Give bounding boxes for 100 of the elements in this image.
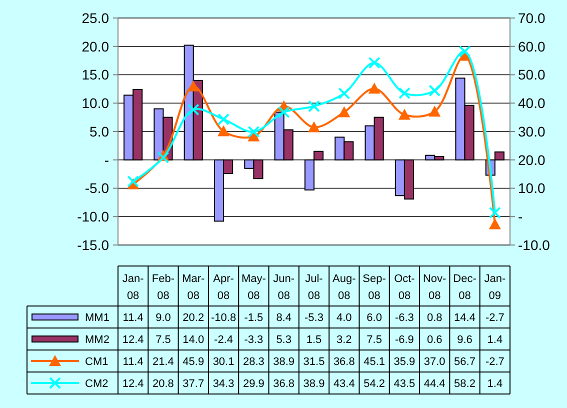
data-label: 43.4 [333, 378, 355, 390]
legend-label: MM1 [85, 312, 110, 324]
point [187, 104, 200, 116]
point [368, 56, 380, 69]
data-label: 14.0 [182, 334, 204, 346]
x-tick-label: Feb-08 [152, 273, 175, 302]
data-label: 30.1 [212, 356, 234, 368]
data-label: 12.4 [122, 334, 144, 346]
y-tick-label: 5.0 [90, 123, 110, 140]
point [428, 84, 441, 97]
data-label: 44.4 [424, 378, 446, 390]
point [428, 106, 441, 117]
y2-tick-label: -10.0 [518, 236, 550, 253]
data-label: 6.0 [366, 312, 382, 324]
point [308, 121, 320, 132]
point [248, 126, 260, 138]
data-label: 37.7 [182, 378, 204, 390]
data-label: 31.5 [303, 356, 325, 368]
point [308, 100, 320, 112]
y2-tick-label: 60.0 [518, 38, 546, 54]
x-tick-label: Jan-08 [122, 273, 144, 302]
data-label: 36.8 [273, 378, 295, 390]
point [338, 87, 350, 100]
data-label: 29.9 [242, 378, 264, 390]
data-label: 14.4 [454, 312, 476, 324]
y2-tick-label: 10.0 [518, 180, 546, 196]
x-tick-label: Dec-08 [453, 273, 477, 302]
data-label: 58.2 [454, 378, 476, 390]
data-label: 38.9 [303, 378, 325, 390]
data-label: 36.8 [333, 356, 355, 368]
point [127, 175, 140, 188]
x-tick-label: Jun-08 [273, 273, 295, 302]
data-label: 34.3 [212, 378, 234, 390]
point [218, 125, 230, 136]
data-label: 9.0 [156, 312, 171, 324]
x-tick-label: Apr-08 [213, 273, 234, 302]
legend-label: CM2 [85, 378, 108, 390]
data-label: 3.2 [336, 334, 352, 346]
y-tick-label: 10.0 [82, 95, 110, 112]
data-label: 28.3 [242, 356, 264, 368]
data-label: 8.4 [276, 312, 292, 324]
data-label: 1.4 [487, 378, 503, 390]
data-label: 20.2 [182, 312, 204, 324]
x-tick-label: Oct-08 [394, 273, 416, 302]
x-tick-label: Jan-09 [484, 273, 506, 302]
data-label: 35.9 [394, 356, 416, 368]
data-label: -1.5 [244, 312, 264, 324]
data-label: 5.3 [276, 334, 292, 346]
data-label: -5.3 [304, 312, 324, 324]
point [218, 113, 230, 126]
x-tick-label: Sep-08 [362, 273, 386, 302]
data-label: 4.0 [336, 312, 352, 324]
y2-tick-label: - [518, 208, 523, 225]
data-label: 0.8 [426, 312, 442, 324]
legend-label: CM1 [85, 356, 108, 368]
data-label: 11.4 [122, 312, 144, 324]
point [398, 108, 410, 120]
point [187, 80, 200, 92]
data-label: 37.0 [424, 356, 446, 368]
y-tick-label: - [104, 152, 110, 168]
data-label: 38.9 [273, 356, 295, 368]
legend-label: MM2 [85, 334, 110, 346]
data-label: 9.6 [457, 334, 472, 346]
y-tick-label: -5.0 [84, 180, 110, 196]
data-label: 45.9 [182, 356, 204, 368]
y-tick-label: 25.0 [82, 10, 110, 26]
data-label: 1.5 [306, 334, 322, 346]
data-label: 43.5 [394, 378, 416, 390]
x-tick-label: Jul-08 [305, 273, 324, 302]
point [398, 87, 410, 100]
x-tick-label: Mar-08 [182, 273, 206, 302]
point [458, 45, 471, 58]
point [278, 106, 290, 118]
data-label: 12.4 [122, 378, 144, 390]
y2-tick-label: 30.0 [518, 123, 546, 140]
data-label: 7.5 [156, 334, 171, 346]
data-label: -2.4 [214, 334, 234, 346]
y2-tick-label: 70.0 [518, 10, 546, 26]
data-label: 45.1 [364, 356, 386, 368]
data-label: 56.7 [454, 356, 476, 368]
data-label: 0.6 [426, 334, 442, 346]
point [157, 152, 170, 164]
y2-tick-label: 50.0 [518, 66, 546, 83]
y-tick-label: -15.0 [77, 236, 110, 253]
data-label: -10.8 [211, 312, 236, 324]
data-label: -6.3 [394, 312, 414, 324]
x-tick-label: May-08 [241, 273, 266, 302]
point [338, 106, 350, 118]
data-label: -3.3 [244, 334, 264, 346]
data-label: 54.2 [364, 378, 386, 390]
data-label: 21.4 [152, 356, 174, 368]
x-tick-label: Aug-08 [332, 273, 356, 302]
data-label: -6.9 [394, 334, 414, 346]
y-tick-label: 20.0 [82, 38, 110, 54]
data-label: 7.5 [366, 334, 382, 346]
point [488, 206, 501, 219]
data-label: 20.8 [152, 378, 174, 390]
data-label: -2.7 [485, 312, 504, 324]
x-tick-label: Nov-08 [423, 273, 447, 302]
point [488, 218, 501, 230]
